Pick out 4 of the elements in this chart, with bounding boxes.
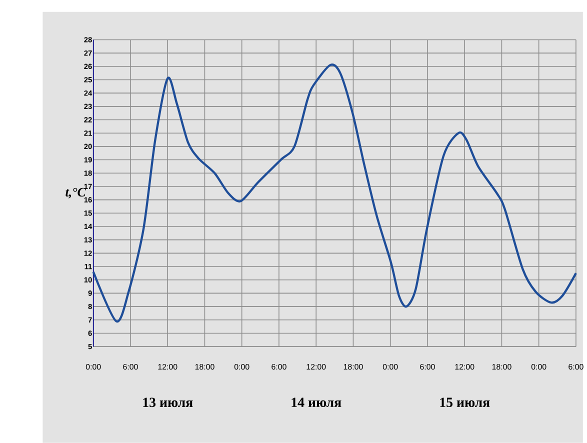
y-axis-title: t,°C — [66, 188, 86, 198]
text: 13 июля — [143, 398, 193, 408]
text: 14 июля — [292, 398, 342, 408]
text: 15 июля — [440, 398, 490, 408]
